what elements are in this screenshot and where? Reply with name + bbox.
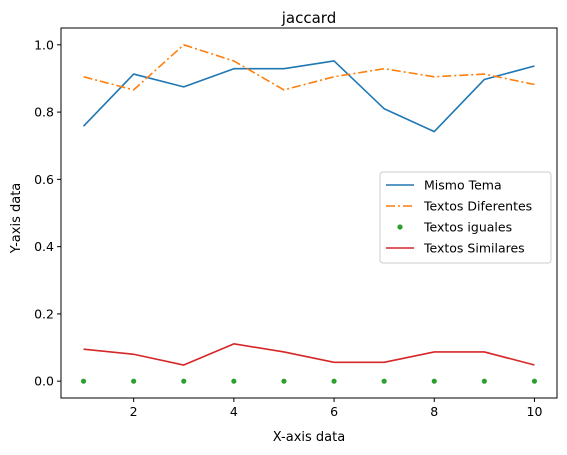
series-point-textos-iguales bbox=[80, 378, 87, 384]
series-point-textos-iguales bbox=[431, 378, 437, 384]
x-tick-label: 10 bbox=[527, 404, 543, 419]
legend-label-textos-similares: Textos Similares bbox=[423, 241, 525, 256]
plot-area bbox=[80, 44, 538, 384]
series-line-textos-diferentes bbox=[83, 44, 535, 91]
legend-label-textos-iguales: Textos iguales bbox=[423, 220, 512, 235]
series-point-textos-iguales bbox=[531, 378, 538, 384]
x-tick-label: 8 bbox=[430, 404, 438, 419]
series-point-textos-iguales bbox=[281, 378, 287, 384]
legend-box bbox=[379, 171, 552, 264]
series-point-textos-iguales bbox=[481, 378, 487, 384]
series-line-textos-similares bbox=[83, 343, 535, 366]
y-tick-label: 0.2 bbox=[34, 306, 54, 321]
x-tick-label: 6 bbox=[330, 404, 338, 419]
legend-label-textos-diferentes: Textos Diferentes bbox=[423, 199, 532, 214]
y-tick-label: 0.6 bbox=[34, 172, 54, 187]
series-point-textos-iguales bbox=[181, 378, 187, 384]
series-point-textos-iguales bbox=[131, 378, 137, 384]
y-tick-label: 1.0 bbox=[34, 37, 54, 52]
chart-title: jaccard bbox=[281, 9, 336, 27]
series-point-textos-iguales bbox=[331, 378, 337, 384]
legend-label-mismo-tema: Mismo Tema bbox=[424, 178, 502, 193]
legend: Mismo Tema Textos Diferentes Textos iguale… bbox=[379, 171, 552, 264]
x-axis-title: X-axis data bbox=[273, 430, 345, 445]
plot-frame bbox=[60, 27, 558, 399]
legend-swatch-textos-iguales bbox=[397, 224, 403, 230]
series-point-textos-iguales bbox=[231, 378, 237, 384]
y-tick-label: 0.0 bbox=[34, 374, 54, 389]
x-tick-label: 4 bbox=[230, 404, 238, 419]
axis-ticks: 2 4 6 8 10 0.0 0.2 0.4 0.6 0.8 1.0 bbox=[34, 37, 542, 419]
y-axis-title: Y-axis data bbox=[9, 183, 24, 255]
y-tick-label: 0.4 bbox=[34, 239, 54, 254]
y-tick-label: 0.8 bbox=[34, 105, 54, 120]
series-point-textos-iguales bbox=[381, 378, 387, 384]
x-tick-label: 2 bbox=[130, 404, 138, 419]
series-line-mismo-tema bbox=[82, 60, 535, 133]
